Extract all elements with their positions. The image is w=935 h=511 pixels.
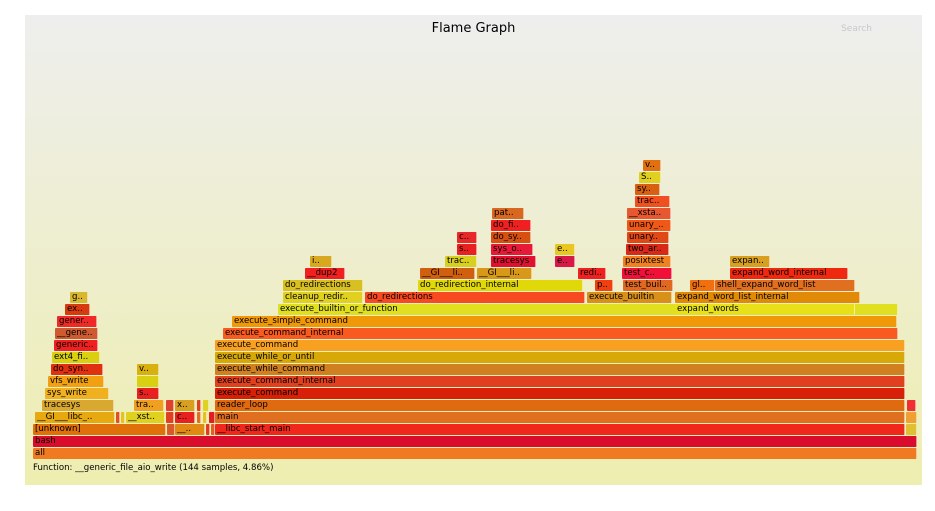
flame-frame[interactable]: v.. (643, 160, 661, 171)
search-button[interactable]: Search (841, 24, 872, 34)
flame-frame[interactable] (203, 400, 209, 411)
flame-frame[interactable] (116, 412, 120, 423)
flame-frame[interactable]: vfs_write (48, 376, 104, 387)
flame-frame[interactable]: unary.. (627, 232, 669, 243)
flame-frame[interactable] (121, 412, 125, 423)
flame-frame[interactable]: execute_command (215, 388, 905, 399)
flame-frame[interactable] (206, 424, 210, 435)
flame-frame[interactable]: bash (33, 436, 917, 447)
flame-frame[interactable]: e.. (555, 256, 575, 267)
flame-frame[interactable]: sys_write (45, 388, 109, 399)
flame-frame[interactable]: sy.. (635, 184, 660, 195)
flame-frame[interactable]: execute_builtin_or_function (278, 304, 898, 315)
flame-frame[interactable]: execute_while_command (215, 364, 905, 375)
flame-frame[interactable]: tracesys (491, 256, 536, 267)
flame-frame[interactable]: execute_builtin (587, 292, 672, 303)
flame-frame[interactable]: two_ar.. (626, 244, 669, 255)
flame-frame[interactable]: test_c.. (622, 268, 672, 279)
flame-frame[interactable]: posixtest (623, 256, 671, 267)
flame-frame[interactable] (137, 376, 159, 387)
flame-frame[interactable]: execute_command (215, 340, 905, 351)
flame-frame[interactable]: do_redirections (365, 292, 585, 303)
flame-frame[interactable]: reader_loop (215, 400, 905, 411)
flame-frame[interactable]: __gene.. (55, 328, 98, 339)
flame-frame[interactable] (166, 412, 174, 423)
flame-frame[interactable]: v.. (137, 364, 159, 375)
flame-graph-panel: Flame Graph Search all bash [unknown] __.. _… (25, 15, 922, 485)
flame-frame[interactable]: expand_word_list_internal (675, 292, 860, 303)
function-details: Function: __generic_file_aio_write (144 … (33, 463, 274, 473)
flame-frame[interactable] (197, 412, 201, 423)
flame-frame[interactable]: ex.. (65, 304, 90, 315)
flame-frame[interactable]: __GI___li.. (420, 268, 475, 279)
flame-frame[interactable] (167, 424, 175, 435)
flame-frame[interactable]: __dup2 (305, 268, 345, 279)
flame-frame[interactable]: test_buil.. (623, 280, 673, 291)
flame-frame[interactable] (906, 412, 917, 423)
flame-frame[interactable]: redi.. (578, 268, 606, 279)
flame-frame[interactable]: expand_word_internal (730, 268, 848, 279)
flame-frame[interactable]: gener.. (57, 316, 97, 327)
flame-frame[interactable]: x.. (175, 400, 195, 411)
flame-frame[interactable]: trac.. (445, 256, 477, 267)
flame-frame[interactable]: c.. (175, 412, 195, 423)
flame-frame[interactable]: i.. (310, 256, 332, 267)
flame-frame[interactable]: expand_words (675, 304, 855, 315)
flame-frame[interactable] (906, 424, 917, 435)
flame-frame[interactable]: __GI___libc_.. (35, 412, 115, 423)
flame-frame[interactable]: tracesys (42, 400, 114, 411)
flame-frame[interactable]: tra.. (134, 400, 164, 411)
flame-frame[interactable] (197, 400, 201, 411)
flame-frame[interactable]: do_fi.. (491, 220, 531, 231)
flame-frame[interactable] (211, 424, 215, 435)
flame-frame[interactable]: g.. (70, 292, 88, 303)
flame-frame[interactable]: __.. (175, 424, 205, 435)
flame-frame[interactable]: gl.. (690, 280, 715, 291)
flame-frame[interactable]: s.. (457, 244, 477, 255)
flame-frame[interactable]: pat.. (492, 208, 524, 219)
flame-frame[interactable]: execute_simple_command (232, 316, 897, 327)
flame-frame[interactable]: ext4_fi.. (52, 352, 100, 363)
page-title: Flame Graph (431, 21, 516, 36)
flame-frame[interactable]: do_redirection_internal (418, 280, 583, 291)
flame-frame[interactable]: unary_.. (627, 220, 671, 231)
flame-frame[interactable]: __libc_start_main (215, 424, 905, 435)
flame-frame[interactable]: trac.. (635, 196, 670, 207)
flame-frame[interactable]: do_sy.. (491, 232, 531, 243)
flame-frame[interactable] (907, 400, 916, 411)
flame-frame[interactable]: execute_command_internal (215, 376, 905, 387)
flame-frame[interactable]: do_redirections (283, 280, 363, 291)
flame-frame[interactable]: cleanup_redir.. (283, 292, 363, 303)
flame-frame[interactable] (166, 400, 174, 411)
flame-frame[interactable]: S.. (639, 172, 661, 183)
flame-frame[interactable]: __xst.. (126, 412, 165, 423)
flame-frame[interactable]: __GI___li.. (477, 268, 532, 279)
flame-frame[interactable]: sys_o.. (491, 244, 533, 255)
flame-frame[interactable]: all (33, 448, 917, 459)
flame-frame[interactable]: __xsta.. (627, 208, 671, 219)
flame-frame[interactable]: execute_command_internal (223, 328, 898, 339)
flame-frame[interactable] (209, 412, 215, 423)
flame-frame[interactable]: s.. (137, 388, 159, 399)
flame-frame[interactable]: generic.. (54, 340, 98, 351)
flame-frame[interactable]: expan.. (730, 256, 770, 267)
flame-frames: all bash [unknown] __.. __libc_start_main __G… (25, 15, 922, 485)
flame-frame[interactable]: execute_while_or_until (215, 352, 905, 363)
flame-frame[interactable]: do_syn.. (51, 364, 103, 375)
flame-frame[interactable]: [unknown] (33, 424, 166, 435)
flame-frame[interactable]: main (215, 412, 905, 423)
flame-frame[interactable]: shell_expand_word_list (715, 280, 855, 291)
flame-frame[interactable]: e.. (555, 244, 575, 255)
flame-frame[interactable] (203, 412, 207, 423)
flame-frame[interactable]: p.. (595, 280, 613, 291)
flame-frame[interactable]: c.. (457, 232, 477, 243)
